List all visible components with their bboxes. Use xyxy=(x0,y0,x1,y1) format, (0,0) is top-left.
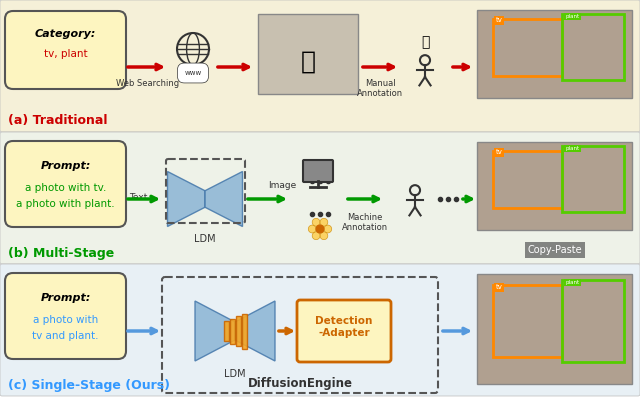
Text: Detection
-Adapter: Detection -Adapter xyxy=(316,316,372,338)
Circle shape xyxy=(312,219,320,226)
Text: a photo with plant.: a photo with plant. xyxy=(16,199,115,209)
Circle shape xyxy=(312,232,320,240)
FancyBboxPatch shape xyxy=(303,160,333,182)
Circle shape xyxy=(324,225,332,233)
Bar xyxy=(230,318,235,343)
Text: Machine
Annotation: Machine Annotation xyxy=(342,213,388,232)
Circle shape xyxy=(308,225,316,233)
Bar xyxy=(477,142,632,230)
Text: (b) Multi-Stage: (b) Multi-Stage xyxy=(8,247,115,260)
Text: www: www xyxy=(184,70,202,76)
Text: Image: Image xyxy=(268,181,296,189)
Text: tv, plant: tv, plant xyxy=(44,49,87,59)
Text: 🖥: 🖥 xyxy=(301,50,316,74)
Polygon shape xyxy=(205,172,243,226)
Text: Category:: Category: xyxy=(35,29,96,39)
Bar xyxy=(258,14,358,94)
Text: LDM: LDM xyxy=(194,234,216,244)
Circle shape xyxy=(320,232,328,240)
Text: tv: tv xyxy=(495,18,502,23)
Text: plant: plant xyxy=(565,146,579,151)
Text: a photo with: a photo with xyxy=(33,315,98,325)
Bar xyxy=(236,316,241,346)
Bar xyxy=(477,274,632,384)
FancyBboxPatch shape xyxy=(0,132,640,264)
Text: Web Searching: Web Searching xyxy=(116,79,180,88)
Text: tv: tv xyxy=(495,149,502,155)
Bar xyxy=(493,285,563,357)
FancyBboxPatch shape xyxy=(0,264,640,396)
Polygon shape xyxy=(168,172,205,226)
Text: Prompt:: Prompt: xyxy=(40,162,91,172)
FancyBboxPatch shape xyxy=(5,11,126,89)
Text: a photo with tv.: a photo with tv. xyxy=(25,183,106,193)
Text: Manual
Annotation: Manual Annotation xyxy=(357,79,403,98)
Text: LDM: LDM xyxy=(224,369,246,379)
Text: plant: plant xyxy=(565,280,579,285)
Bar xyxy=(224,321,229,341)
Bar xyxy=(563,14,624,80)
Polygon shape xyxy=(235,301,275,361)
Bar xyxy=(493,19,563,76)
FancyBboxPatch shape xyxy=(5,273,126,359)
Text: Prompt:: Prompt: xyxy=(40,293,91,303)
Text: (c) Single-Stage (Ours): (c) Single-Stage (Ours) xyxy=(8,379,170,392)
FancyBboxPatch shape xyxy=(0,0,640,132)
Bar xyxy=(563,146,624,213)
FancyBboxPatch shape xyxy=(297,300,391,362)
Text: (a) Traditional: (a) Traditional xyxy=(8,114,108,127)
Text: 💬: 💬 xyxy=(421,35,429,49)
FancyBboxPatch shape xyxy=(5,141,126,227)
Text: Text: Text xyxy=(129,193,147,201)
Bar xyxy=(493,151,563,208)
Text: plant: plant xyxy=(565,14,579,19)
Polygon shape xyxy=(195,301,235,361)
Text: tv and plant.: tv and plant. xyxy=(32,331,99,341)
Text: DiffusionEngine: DiffusionEngine xyxy=(248,377,353,390)
Circle shape xyxy=(316,225,324,233)
Bar xyxy=(563,279,624,362)
Circle shape xyxy=(320,219,328,226)
Bar xyxy=(242,314,247,349)
Bar xyxy=(477,10,632,98)
Text: tv: tv xyxy=(495,285,502,291)
Text: Copy-Paste: Copy-Paste xyxy=(528,245,582,255)
